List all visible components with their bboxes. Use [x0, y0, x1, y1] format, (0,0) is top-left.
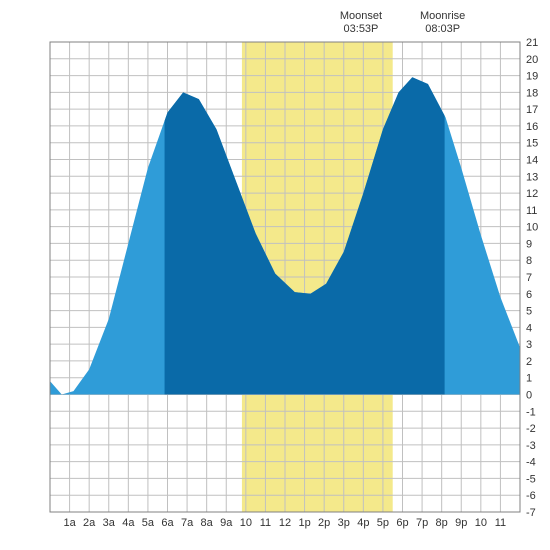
x-tick-label: 3a: [103, 517, 116, 529]
x-tick-label: 9p: [455, 517, 467, 529]
x-tick-label: 10: [240, 517, 252, 529]
x-tick-label: 7p: [416, 517, 428, 529]
y-tick-label: 10: [526, 222, 538, 234]
y-tick-label: 1: [526, 373, 532, 385]
y-tick-label: 3: [526, 339, 532, 351]
x-tick-label: 2a: [83, 517, 96, 529]
x-tick-label: 1p: [298, 517, 310, 529]
x-tick-label: 5p: [377, 517, 389, 529]
y-tick-label: 14: [526, 155, 538, 167]
top-labels: Moonset03:53P Moonrise08:03P: [10, 10, 540, 40]
y-tick-label: 8: [526, 255, 532, 267]
x-tick-label: 11: [260, 517, 271, 529]
y-tick-label: 5: [526, 306, 532, 318]
x-tick-label: 7a: [181, 517, 194, 529]
y-tick-label: -2: [526, 423, 536, 435]
y-tick-label: -1: [526, 406, 536, 418]
y-tick-label: -4: [526, 457, 536, 469]
x-tick-label: 8p: [436, 517, 448, 529]
moon-label-time: 08:03P: [420, 23, 465, 36]
y-tick-label: 19: [526, 71, 538, 83]
x-tick-label: 8a: [201, 517, 214, 529]
y-tick-label: 9: [526, 238, 532, 250]
y-tick-label: 2: [526, 356, 532, 368]
y-tick-label: 13: [526, 171, 538, 183]
x-tick-label: 4p: [357, 517, 369, 529]
y-tick-label: 11: [526, 205, 537, 217]
moon-label-title: Moonrise: [420, 10, 465, 23]
x-tick-label: 5a: [142, 517, 155, 529]
tide-chart: Moonset03:53PMoonrise08:03P 1a2a3a4a5a6a…: [10, 10, 540, 540]
moon-label-time: 03:53P: [340, 23, 382, 36]
moonrise-label: Moonrise08:03P: [420, 10, 465, 36]
x-tick-label: 1a: [63, 517, 76, 529]
y-tick-label: 0: [526, 390, 532, 402]
x-tick-label: 4a: [122, 517, 135, 529]
y-tick-label: -6: [526, 490, 536, 502]
chart-svg: 1a2a3a4a5a6a7a8a9a1011121p2p3p4p5p6p7p8p…: [10, 10, 540, 540]
y-tick-label: 4: [526, 322, 532, 334]
x-tick-label: 12: [279, 517, 291, 529]
x-tick-label: 9a: [220, 517, 233, 529]
moon-label-title: Moonset: [340, 10, 382, 23]
y-tick-label: 12: [526, 188, 538, 200]
y-tick-label: 7: [526, 272, 532, 284]
y-tick-label: -3: [526, 440, 536, 452]
y-tick-label: 16: [526, 121, 538, 133]
x-tick-label: 10: [475, 517, 487, 529]
moonset-label: Moonset03:53P: [340, 10, 382, 36]
y-tick-label: 18: [526, 87, 538, 99]
x-tick-label: 3p: [338, 517, 350, 529]
y-tick-label: 20: [526, 54, 538, 66]
y-tick-label: 15: [526, 138, 538, 150]
x-tick-label: 11: [495, 517, 506, 529]
x-tick-label: 6a: [161, 517, 174, 529]
x-tick-label: 6p: [396, 517, 408, 529]
y-tick-label: -7: [526, 507, 536, 519]
y-tick-label: -5: [526, 473, 536, 485]
y-tick-label: 6: [526, 289, 532, 301]
y-tick-label: 17: [526, 104, 538, 116]
x-tick-label: 2p: [318, 517, 330, 529]
